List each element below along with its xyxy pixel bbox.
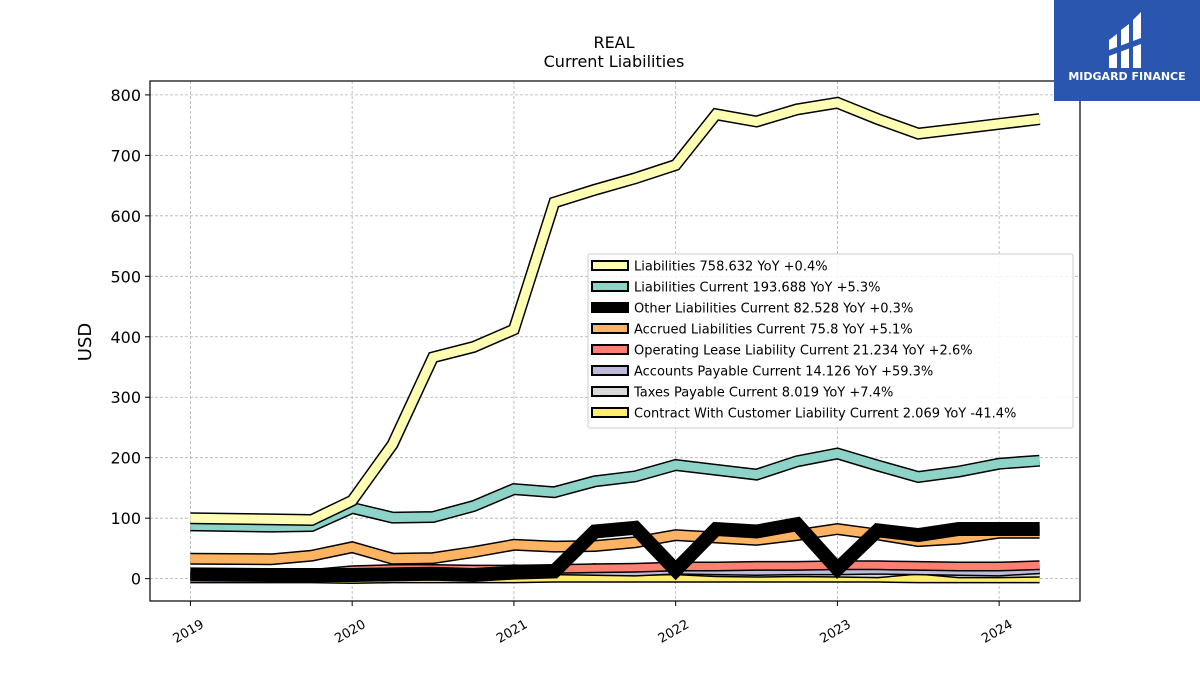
y-tick-label: 600 bbox=[110, 207, 141, 226]
legend-box bbox=[587, 253, 1074, 429]
series-liabilities-current bbox=[190, 447, 1041, 533]
legend-label: Accrued Liabilities Current 75.8 YoY +5.… bbox=[634, 323, 913, 338]
x-tick-label: 2024 bbox=[979, 617, 1015, 647]
legend-entry: Other Liabilities Current 82.528 YoY +0.… bbox=[591, 302, 913, 317]
legend-entry: Liabilities Current 193.688 YoY +5.3% bbox=[591, 281, 881, 296]
legend-swatch bbox=[591, 386, 629, 397]
x-tick-label: 2023 bbox=[818, 617, 854, 647]
legend-swatch bbox=[591, 323, 629, 334]
x-tick-label: 2022 bbox=[656, 617, 692, 647]
y-tick-label: 500 bbox=[110, 267, 141, 286]
brand-mark-icon bbox=[1109, 12, 1141, 68]
y-tick-label: 700 bbox=[110, 146, 141, 165]
x-tick-label: 2019 bbox=[171, 617, 207, 647]
y-tick-label: 300 bbox=[110, 388, 141, 407]
legend-entry: Contract With Customer Liability Current… bbox=[591, 407, 1016, 422]
legend-label: Contract With Customer Liability Current… bbox=[634, 407, 1016, 422]
series-layer bbox=[190, 96, 1041, 585]
legend-entry: Taxes Payable Current 8.019 YoY +7.4% bbox=[591, 386, 893, 401]
legend-swatch bbox=[591, 365, 629, 376]
legend-entry: Operating Lease Liability Current 21.234… bbox=[591, 344, 973, 359]
y-axis-label: USD bbox=[75, 323, 96, 361]
legend-swatch bbox=[591, 344, 629, 355]
legend-entry: Liabilities 758.632 YoY +0.4% bbox=[591, 260, 828, 275]
brand-logo: MIDGARD FINANCE bbox=[1054, 0, 1200, 101]
y-tick-label: 0 bbox=[131, 570, 141, 589]
x-tick-label: 2020 bbox=[332, 617, 368, 647]
legend-swatch bbox=[591, 281, 629, 292]
series-liabilities bbox=[190, 96, 1041, 527]
series-line bbox=[190, 518, 1040, 581]
legend-label: Liabilities Current 193.688 YoY +5.3% bbox=[634, 281, 881, 296]
legend-label: Accounts Payable Current 14.126 YoY +59.… bbox=[634, 365, 933, 380]
legend-entry: Accounts Payable Current 14.126 YoY +59.… bbox=[591, 365, 933, 380]
legend-label: Taxes Payable Current 8.019 YoY +7.4% bbox=[633, 386, 893, 401]
legend-swatch bbox=[591, 260, 629, 271]
legend-swatch bbox=[591, 407, 629, 418]
legend-entry: Accrued Liabilities Current 75.8 YoY +5.… bbox=[591, 323, 913, 338]
series-line bbox=[190, 448, 1040, 532]
y-tick-label: 400 bbox=[110, 328, 141, 347]
legend-label: Other Liabilities Current 82.528 YoY +0.… bbox=[634, 302, 913, 317]
legend: Liabilities 758.632 YoY +0.4% Liabilities… bbox=[587, 253, 1074, 429]
chart-title: REAL bbox=[593, 33, 634, 52]
y-tick-label: 200 bbox=[110, 449, 141, 468]
brand-name: MIDGARD FINANCE bbox=[1068, 70, 1186, 83]
chart-subtitle: Current Liabilities bbox=[544, 52, 685, 71]
legend-label: Liabilities 758.632 YoY +0.4% bbox=[634, 260, 828, 275]
series-other-liabilities-current bbox=[190, 516, 1040, 583]
plot-frame bbox=[149, 80, 1081, 602]
series-line bbox=[190, 98, 1041, 525]
y-tick-label: 100 bbox=[110, 509, 141, 528]
legend-swatch bbox=[591, 302, 629, 313]
legend-label: Operating Lease Liability Current 21.234… bbox=[634, 344, 973, 359]
x-tick-label: 2021 bbox=[494, 617, 530, 647]
y-tick-label: 800 bbox=[110, 86, 141, 105]
